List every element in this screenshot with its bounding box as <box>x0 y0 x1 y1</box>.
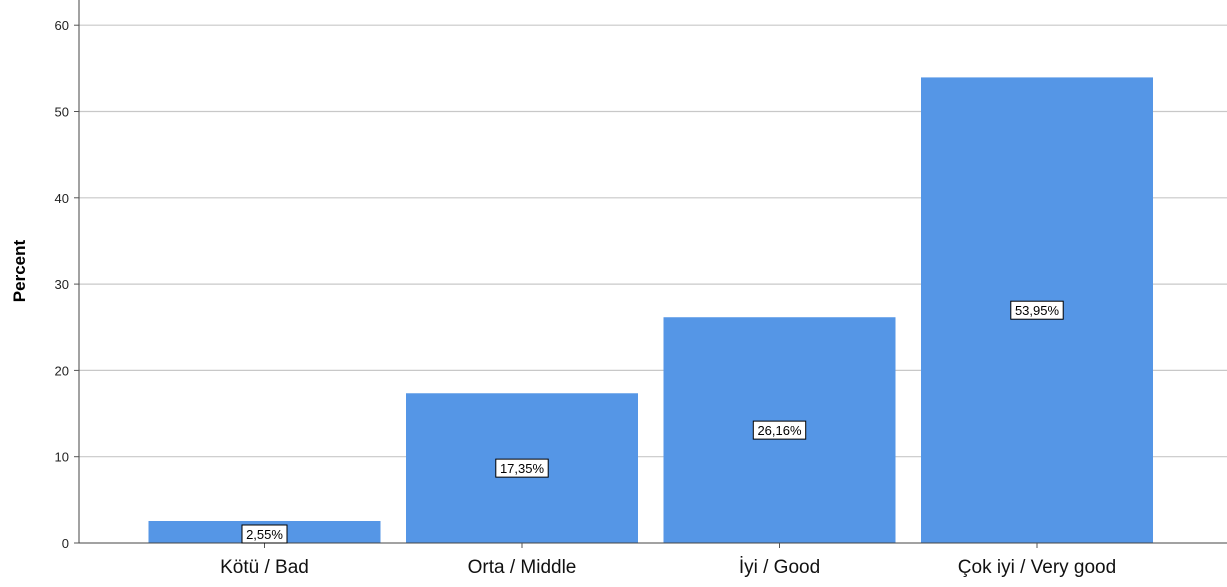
data-label-text: 26,16% <box>757 423 802 438</box>
data-labels: 2,55% 17,35% 26,16% 53,95% <box>241 300 1064 544</box>
x-tick-labels: Kötü / Bad Orta / Middle İyi / Good Çok iyi… <box>220 543 1116 578</box>
data-label-box <box>752 420 807 440</box>
y-tick-labels: 0 10 20 30 40 50 60 <box>55 18 79 551</box>
y-axis-title: Percent <box>10 239 29 302</box>
x-tick-label: Kötü / Bad <box>220 557 309 578</box>
y-tick-label: 20 <box>55 363 69 378</box>
y-tick-label: 50 <box>55 105 69 120</box>
x-tick-label: Orta / Middle <box>468 557 577 578</box>
data-label-box <box>241 524 288 544</box>
y-tick-label: 0 <box>62 536 69 551</box>
data-label: 53,95% <box>1010 300 1064 320</box>
data-label-box <box>1010 300 1064 320</box>
y-tick-label: 40 <box>55 191 69 206</box>
data-label: 2,55% <box>241 524 288 544</box>
data-label-text: 17,35% <box>500 461 545 476</box>
y-tick-label: 60 <box>55 18 69 33</box>
bars <box>148 77 1153 543</box>
x-tick-label: İyi / Good <box>739 557 820 578</box>
data-label: 17,35% <box>495 458 549 478</box>
y-tick-label: 10 <box>55 450 69 465</box>
data-label-box <box>495 458 549 478</box>
data-label-text: 53,95% <box>1015 303 1060 318</box>
x-tick-label: Çok iyi / Very good <box>958 557 1116 578</box>
data-label-text: 2,55% <box>246 527 283 542</box>
data-label: 26,16% <box>752 420 807 440</box>
y-tick-label: 30 <box>55 277 69 292</box>
